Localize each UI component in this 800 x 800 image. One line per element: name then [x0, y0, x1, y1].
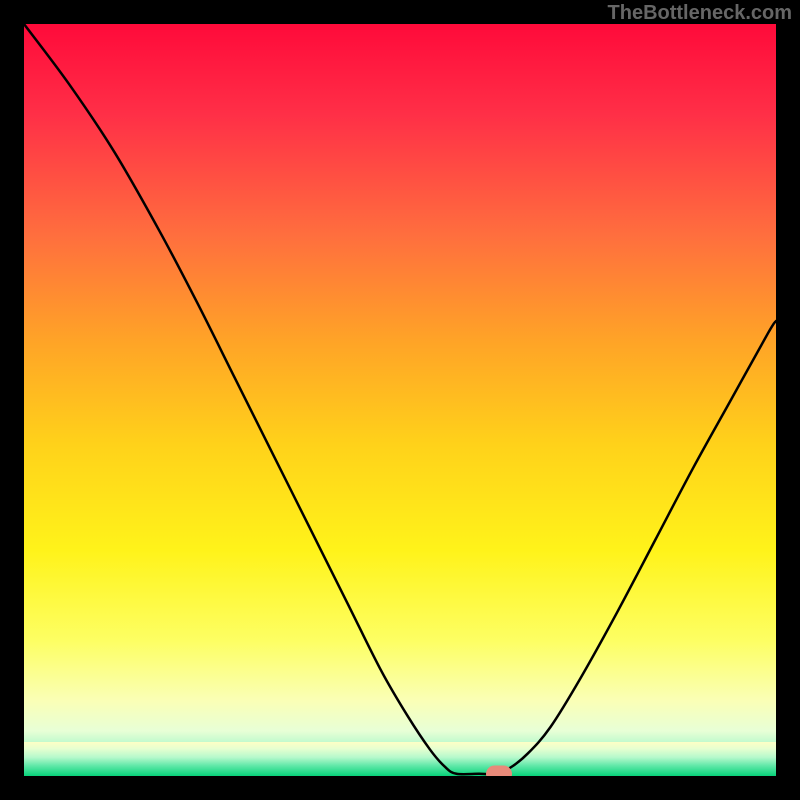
plot-area [24, 24, 776, 776]
watermark-text: TheBottleneck.com [608, 2, 792, 25]
bottleneck-curve [24, 24, 776, 776]
chart-container: TheBottleneck.com [0, 0, 800, 800]
optimal-point-marker [486, 766, 512, 776]
curve-path [24, 24, 776, 774]
